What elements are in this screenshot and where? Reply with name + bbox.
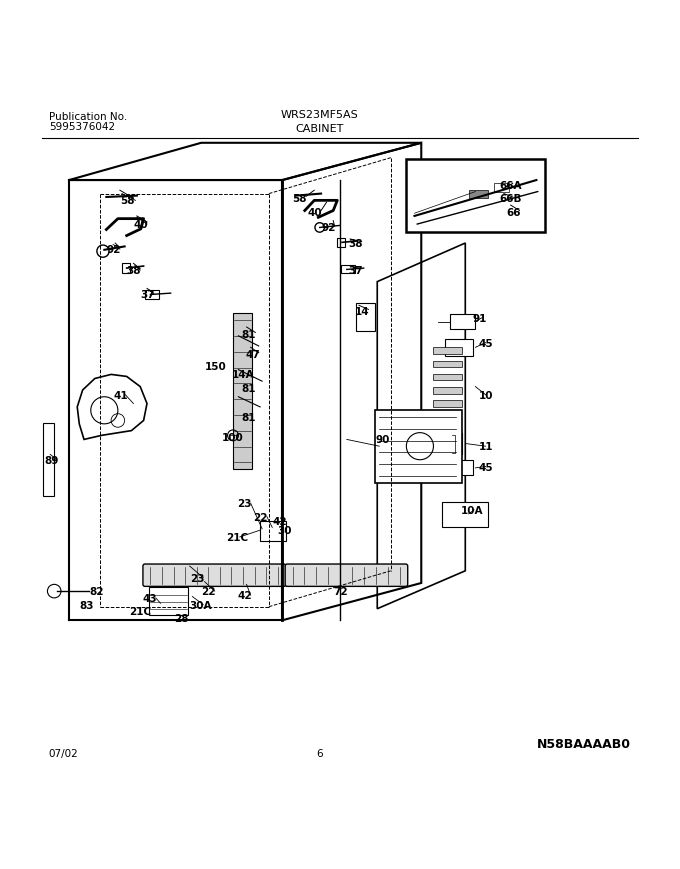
Text: Publication No.: Publication No.: [49, 112, 127, 122]
Text: 10: 10: [479, 390, 493, 401]
Text: 6: 6: [316, 748, 323, 758]
Text: 43: 43: [142, 594, 157, 603]
Text: 28: 28: [174, 614, 188, 623]
Text: 5995376042: 5995376042: [49, 123, 115, 132]
Text: 30: 30: [277, 526, 292, 535]
Text: 47: 47: [245, 349, 260, 360]
Bar: [433, 348, 462, 355]
Text: 38: 38: [348, 239, 362, 249]
Text: 14A: 14A: [232, 370, 254, 380]
Text: 22: 22: [201, 587, 216, 596]
Text: 22: 22: [254, 512, 268, 522]
Text: 21C: 21C: [129, 607, 151, 617]
Text: 58: 58: [120, 196, 135, 206]
Text: 66: 66: [506, 208, 520, 217]
Text: 23: 23: [190, 573, 204, 583]
Bar: [233, 314, 252, 469]
Text: 89: 89: [44, 455, 58, 465]
Bar: [341, 266, 355, 275]
Bar: [375, 410, 462, 483]
Bar: [448, 433, 462, 454]
Polygon shape: [78, 375, 147, 440]
Text: 10A: 10A: [460, 505, 483, 515]
Bar: [449, 315, 475, 329]
FancyBboxPatch shape: [143, 564, 286, 587]
Text: 92: 92: [106, 245, 121, 255]
Text: 58: 58: [292, 194, 307, 204]
Text: 81: 81: [242, 413, 256, 422]
Bar: [407, 160, 545, 233]
Text: 100: 100: [222, 433, 243, 443]
Text: 66A: 66A: [499, 181, 522, 190]
Text: 11: 11: [479, 441, 493, 452]
Text: 23: 23: [237, 499, 252, 508]
Text: 41: 41: [113, 390, 128, 401]
Text: 38: 38: [126, 266, 141, 275]
Bar: [445, 340, 473, 356]
Bar: [433, 388, 462, 395]
Text: CABINET: CABINET: [296, 123, 344, 134]
Bar: [44, 424, 54, 497]
Text: 81: 81: [242, 329, 256, 340]
Bar: [441, 502, 488, 527]
Text: 30A: 30A: [190, 600, 212, 610]
Text: 14: 14: [355, 307, 369, 316]
Bar: [149, 587, 188, 616]
Text: 42: 42: [272, 516, 287, 526]
Bar: [445, 461, 473, 475]
Text: WRS23MF5AS: WRS23MF5AS: [281, 110, 358, 120]
Text: 45: 45: [479, 338, 494, 348]
Bar: [433, 401, 462, 408]
Text: 92: 92: [321, 223, 335, 233]
Bar: [433, 362, 462, 368]
Text: 37: 37: [348, 266, 362, 275]
Bar: [469, 190, 488, 199]
Text: 72: 72: [333, 587, 348, 596]
Text: 66B: 66B: [499, 194, 522, 204]
Text: 45: 45: [479, 462, 494, 472]
FancyBboxPatch shape: [285, 564, 408, 587]
Bar: [494, 183, 509, 192]
Bar: [260, 521, 286, 541]
Text: 21C: 21C: [226, 533, 248, 542]
Text: 07/02: 07/02: [49, 748, 79, 758]
Text: 81: 81: [242, 383, 256, 394]
Circle shape: [48, 585, 61, 598]
Text: 90: 90: [375, 434, 390, 445]
Text: 42: 42: [237, 591, 252, 600]
Text: 40: 40: [307, 208, 322, 217]
Text: 150: 150: [205, 362, 226, 372]
Text: 40: 40: [133, 220, 148, 229]
Text: 91: 91: [472, 313, 486, 323]
Text: 82: 82: [90, 587, 104, 596]
Bar: [122, 264, 130, 274]
Text: N58BAAAAB0: N58BAAAAB0: [537, 737, 631, 750]
Bar: [337, 238, 345, 248]
Text: 37: 37: [140, 290, 155, 300]
Bar: [145, 291, 158, 299]
Bar: [356, 303, 375, 332]
Bar: [433, 375, 462, 381]
Text: 83: 83: [80, 600, 94, 610]
